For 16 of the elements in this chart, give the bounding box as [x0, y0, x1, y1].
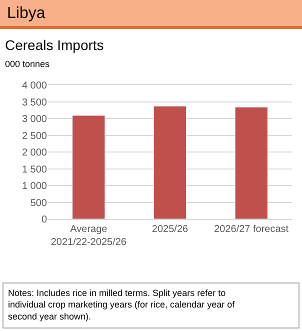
- x-tick-label: 2026/27 forecast: [214, 224, 289, 235]
- x-tick-label: 2025/26: [152, 224, 189, 235]
- y-tick-label: 1 000: [22, 181, 48, 192]
- text: Notes: Includes rice in milled terms. Split years refer to individual crop marketing years (for rice, calendar year of second year shown).: [8, 288, 236, 322]
- y-tick-label: 3 500: [22, 97, 48, 108]
- y-axis-title: 000 tonnes: [5, 59, 50, 69]
- chart-subtitle: Cereals Imports: [5, 37, 104, 53]
- y-tick-label: 1 500: [22, 164, 48, 176]
- y-tick-label: 2 500: [22, 130, 48, 142]
- y-tick-label: 4 000: [22, 80, 48, 92]
- y-tick-label: 2 000: [22, 148, 48, 158]
- y-tick-label: 0: [41, 214, 48, 226]
- x-tick-label: Average 2021/22-2025/26: [50, 224, 127, 248]
- y-tick-label: 500: [30, 198, 48, 209]
- chart-title: Libya: [7, 5, 46, 22]
- y-tick-label: 3 000: [22, 114, 48, 125]
